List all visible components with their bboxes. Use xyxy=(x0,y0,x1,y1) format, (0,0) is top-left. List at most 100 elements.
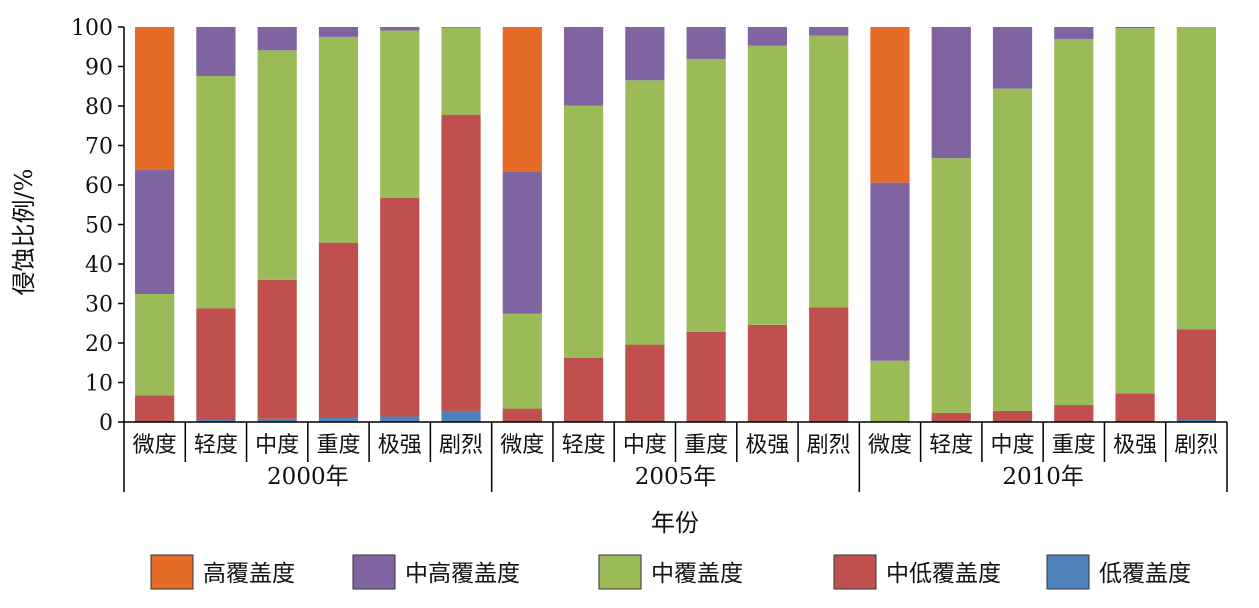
bar-segment xyxy=(257,418,297,422)
bar-segment xyxy=(625,27,665,81)
x-category-label: 中度 xyxy=(623,433,667,458)
bar-segment xyxy=(380,30,420,199)
bar-segment xyxy=(318,242,359,419)
bar-segment xyxy=(502,27,542,172)
x-category-label: 中度 xyxy=(255,433,299,458)
x-group-label: 2010年 xyxy=(1002,464,1084,490)
y-tick-label: 0 xyxy=(99,411,113,436)
y-tick-label: 30 xyxy=(85,293,113,318)
x-category-label: 轻度 xyxy=(929,433,973,458)
y-tick-label: 60 xyxy=(85,174,113,199)
bar-segment xyxy=(1176,27,1216,330)
bar-segment xyxy=(625,344,665,422)
legend-swatch xyxy=(1046,554,1090,590)
bar-segment xyxy=(931,412,971,422)
y-axis: 0 10 20 30 40 50 60 70 80 90 100 xyxy=(71,16,125,436)
legend-swatch xyxy=(150,554,194,590)
y-tick-label: 90 xyxy=(85,56,113,81)
legend-label: 中高覆盖度 xyxy=(405,561,520,587)
bar-segment xyxy=(502,171,542,314)
y-tick-label: 20 xyxy=(85,332,113,357)
bar-segment xyxy=(1115,393,1155,422)
x-category-label: 剧烈 xyxy=(439,433,483,458)
x-category-label: 微度 xyxy=(500,433,544,458)
bar-segment xyxy=(380,27,420,31)
bar-segment xyxy=(1115,27,1155,29)
bar-segment xyxy=(502,313,542,409)
x-category-label: 极强 xyxy=(1113,433,1157,458)
legend: 高覆盖度 中高覆盖度 中覆盖度 中低覆盖度 低覆盖度 xyxy=(150,554,1191,590)
bar-segment xyxy=(257,27,297,51)
bar-segment xyxy=(686,331,726,422)
bar-segment xyxy=(870,27,910,183)
bar-segment xyxy=(196,308,236,421)
x-category-label: 轻度 xyxy=(194,433,238,458)
bar-segment xyxy=(441,27,481,115)
bar-segment xyxy=(318,36,359,243)
bar-segment xyxy=(1176,420,1216,422)
x-group-label: 2000年 xyxy=(267,464,349,490)
bar-segment xyxy=(135,395,175,422)
bar-segment xyxy=(686,58,726,332)
bar-segment xyxy=(931,27,971,159)
legend-label: 高覆盖度 xyxy=(203,561,295,587)
bar-segment xyxy=(870,360,910,422)
bar-segment xyxy=(563,27,604,106)
bar-segment xyxy=(747,45,788,325)
x-axis-title: 年份 xyxy=(651,509,699,537)
x-category-label: 极强 xyxy=(745,433,789,458)
y-tick-label: 40 xyxy=(85,253,113,278)
bar-segment xyxy=(625,80,665,345)
y-tick-label: 100 xyxy=(71,16,113,41)
x-category-label: 轻度 xyxy=(562,433,606,458)
bar-segment xyxy=(809,27,849,36)
legend-item: 中覆盖度 xyxy=(598,554,743,590)
bar-segment xyxy=(686,27,726,59)
x-category-label: 剧烈 xyxy=(1174,433,1218,458)
bar-segment xyxy=(747,27,788,46)
bar-segment xyxy=(870,182,910,361)
legend-item: 高覆盖度 xyxy=(150,554,295,590)
bar-segment xyxy=(257,279,297,419)
y-tick-label: 70 xyxy=(85,135,113,160)
legend-swatch xyxy=(598,554,642,590)
bar-segment xyxy=(441,114,481,411)
legend-item: 中高覆盖度 xyxy=(352,554,520,590)
bar-segment xyxy=(563,105,604,359)
bar-segment xyxy=(441,410,481,422)
x-category-label: 微度 xyxy=(133,433,177,458)
bar-segment xyxy=(992,27,1033,89)
legend-label: 中覆盖度 xyxy=(651,561,743,587)
y-tick-label: 80 xyxy=(85,95,113,120)
y-tick-label: 50 xyxy=(85,214,113,239)
bar-segment xyxy=(196,420,236,422)
x-category-label: 重度 xyxy=(1052,433,1096,458)
bar-segment xyxy=(196,27,236,76)
bar-segment xyxy=(1176,329,1216,421)
bar-segment xyxy=(992,88,1033,411)
legend-item: 低覆盖度 xyxy=(1046,554,1191,590)
bar-segment xyxy=(747,324,788,422)
y-tick-label: 10 xyxy=(85,372,113,397)
bar-segment xyxy=(1054,27,1094,40)
bar-segment xyxy=(135,169,175,295)
x-category-label: 中度 xyxy=(991,433,1035,458)
bar-segment xyxy=(1054,39,1094,406)
x-category-label: 微度 xyxy=(868,433,912,458)
bar-segment xyxy=(809,35,849,308)
bar-segment xyxy=(196,75,236,309)
bar-segment xyxy=(809,307,849,422)
y-axis-title: 侵蚀比例/% xyxy=(10,169,38,296)
legend-item: 中低覆盖度 xyxy=(833,554,1001,590)
legend-swatch xyxy=(833,554,877,590)
bar-segment xyxy=(992,410,1033,422)
x-axis: 微度 轻度 中度 重度 极强 剧烈 微度 轻度 中度 重度 极强 剧烈 微度 轻度 中度 重度 极强 剧烈2000… xyxy=(123,421,1228,492)
bar-segment xyxy=(502,408,542,422)
legend-swatch xyxy=(352,554,396,590)
bar-segment xyxy=(257,50,297,280)
bar-stacks xyxy=(135,27,1216,422)
bar-segment xyxy=(441,27,481,28)
bar-segment xyxy=(318,27,359,37)
bar-segment xyxy=(1054,405,1094,422)
bar-segment xyxy=(563,358,604,422)
